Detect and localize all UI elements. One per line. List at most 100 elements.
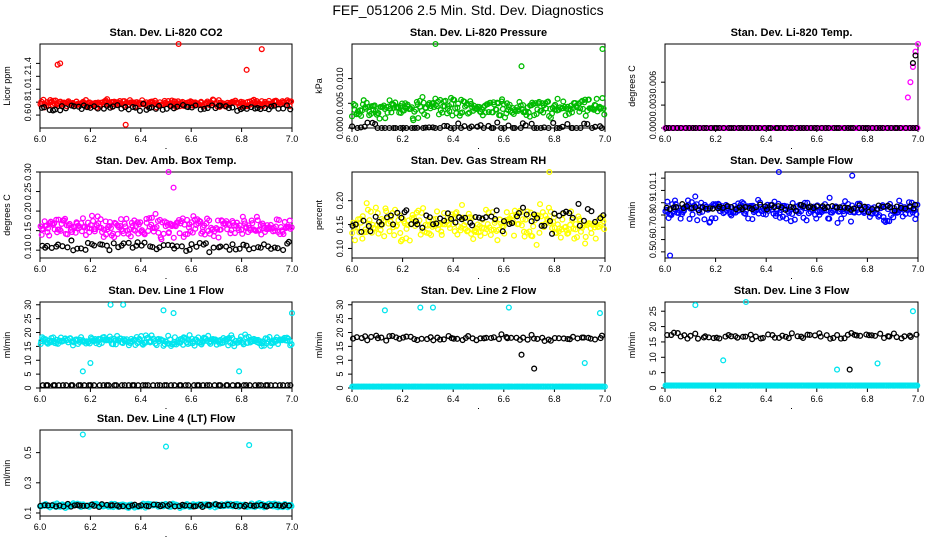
data-point-reference xyxy=(239,104,247,112)
data-point-primary xyxy=(215,234,222,241)
data-point-reference xyxy=(800,124,807,132)
data-point-primary xyxy=(286,217,293,224)
data-point-primary xyxy=(46,232,53,239)
data-point-reference xyxy=(106,247,113,254)
data-point-reference xyxy=(62,105,69,112)
data-point-primary xyxy=(79,215,86,222)
data-point-primary xyxy=(121,220,128,227)
outlier-point-primary xyxy=(907,79,914,86)
data-point-reference xyxy=(550,119,557,127)
data-point-reference xyxy=(397,124,404,132)
x-axis-marker xyxy=(165,148,167,149)
x-tick-label: 6.0 xyxy=(659,134,672,144)
data-point-reference xyxy=(91,242,98,249)
data-point-reference xyxy=(825,124,832,132)
data-point-primary xyxy=(217,226,224,233)
data-point-reference xyxy=(786,124,793,132)
data-point-reference xyxy=(689,124,697,132)
data-point-primary xyxy=(86,229,93,236)
data-point-primary xyxy=(415,114,422,122)
data-point-primary xyxy=(288,224,295,231)
data-point-reference xyxy=(850,124,857,132)
data-point-primary xyxy=(61,215,69,222)
x-tick-label: 6.6 xyxy=(185,522,198,532)
data-point-primary xyxy=(554,95,561,102)
data-point-primary xyxy=(64,231,71,238)
data-point-primary xyxy=(206,217,213,224)
y-tick-label: 0.10 xyxy=(23,241,33,259)
data-point-reference xyxy=(140,100,147,107)
outlier-point-primary xyxy=(170,184,177,191)
data-point-primary xyxy=(506,101,513,108)
data-point-primary xyxy=(577,105,584,112)
data-point-primary xyxy=(126,226,133,233)
data-point-reference xyxy=(64,244,71,251)
data-point-reference xyxy=(835,124,843,132)
data-point-primary xyxy=(560,98,567,105)
data-point-reference xyxy=(569,124,576,132)
x-tick-label: 6.2 xyxy=(84,522,97,532)
outlier-point-primary xyxy=(914,40,922,48)
y-tick-label: 0.006 xyxy=(648,71,658,94)
data-point-reference xyxy=(876,124,884,132)
data-point-primary xyxy=(275,216,282,224)
y-axis-label: kPa xyxy=(314,78,324,94)
data-point-reference xyxy=(480,124,487,132)
data-point-reference xyxy=(474,123,481,130)
data-point-reference xyxy=(114,102,121,109)
data-point-primary xyxy=(412,106,419,113)
data-point-reference xyxy=(403,124,410,132)
data-point-primary xyxy=(601,111,608,118)
data-point-reference xyxy=(411,124,418,132)
y-tick-label: 0.000 xyxy=(335,117,345,140)
data-point-primary xyxy=(129,222,136,229)
data-point-primary xyxy=(137,219,144,226)
y-axis-label: degrees C xyxy=(2,194,12,236)
data-point-reference xyxy=(83,104,91,111)
data-point-reference xyxy=(856,124,863,132)
data-point-reference xyxy=(125,239,132,246)
data-point-reference xyxy=(94,105,101,112)
data-point-primary xyxy=(254,217,261,224)
outlier-point-primary xyxy=(518,63,525,70)
x-tick-label: 6.0 xyxy=(34,264,47,274)
data-point-reference xyxy=(461,123,468,130)
data-point-reference xyxy=(186,246,193,253)
data-point-primary xyxy=(53,216,60,223)
data-point-primary xyxy=(114,230,121,238)
data-point-reference xyxy=(41,104,48,111)
data-point-reference xyxy=(174,103,181,110)
plot-frame xyxy=(351,43,606,129)
data-point-primary xyxy=(517,102,524,109)
x-tick-label: 6.8 xyxy=(861,134,874,144)
data-point-reference xyxy=(511,124,518,132)
data-point-primary xyxy=(459,109,466,116)
x-tick-label: 6.2 xyxy=(709,134,722,144)
outlier-point-primary xyxy=(122,121,129,128)
y-tick-label: 1.2 xyxy=(23,70,33,83)
data-point-primary xyxy=(582,96,589,103)
data-point-reference xyxy=(584,120,591,128)
data-point-reference xyxy=(686,124,693,132)
outlier-point-primary xyxy=(165,168,172,176)
y-tick-label: 0.30 xyxy=(23,163,33,181)
data-point-primary xyxy=(582,112,589,119)
data-point-primary xyxy=(72,229,79,236)
data-point-primary xyxy=(152,210,159,217)
data-point-reference xyxy=(225,105,232,112)
data-point-primary xyxy=(544,98,552,105)
data-point-primary xyxy=(141,231,148,238)
data-point-reference xyxy=(910,124,917,132)
x-tick-label: 6.8 xyxy=(235,264,248,274)
data-point-primary xyxy=(168,223,175,230)
data-point-primary xyxy=(253,213,260,220)
figure-title: FEF_051206 2.5 Min. Std. Dev. Diagnostic… xyxy=(332,2,604,18)
data-point-reference xyxy=(581,120,588,127)
data-point-reference xyxy=(797,124,804,132)
data-point-reference xyxy=(283,102,290,109)
data-point-reference xyxy=(537,124,544,132)
data-point-primary xyxy=(424,112,431,119)
data-point-primary xyxy=(170,234,177,241)
